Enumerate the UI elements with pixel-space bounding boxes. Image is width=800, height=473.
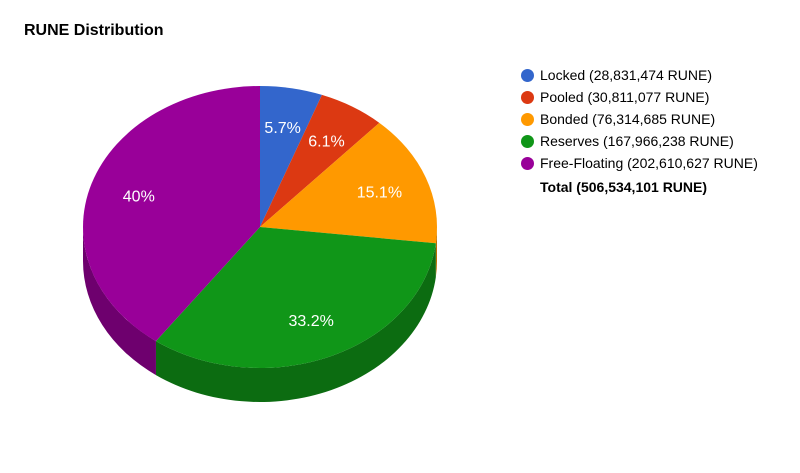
pie-side-reserves xyxy=(155,243,436,402)
legend-label: Locked (28,831,474 RUNE) xyxy=(540,67,712,83)
pie-label-bonded: 15.1% xyxy=(357,184,402,201)
legend-swatch xyxy=(521,156,534,170)
legend-swatch xyxy=(521,134,534,148)
legend-label: Reserves (167,966,238 RUNE) xyxy=(540,133,734,149)
pie-label-reserves: 33.2% xyxy=(289,313,334,330)
legend-label: Bonded (76,314,685 RUNE) xyxy=(540,111,716,127)
pie-side-free-floating xyxy=(83,227,156,376)
legend-item-locked[interactable]: Locked (28,831,474 RUNE) xyxy=(521,64,758,86)
pie-tops xyxy=(83,86,437,368)
legend-item-reserves[interactable]: Reserves (167,966,238 RUNE) xyxy=(521,130,758,152)
pie-labels: 5.7% 6.1% 15.1% 33.2% 40% xyxy=(123,120,402,330)
pie-slice-locked[interactable] xyxy=(260,86,322,227)
legend-swatch xyxy=(521,112,534,126)
legend-item-bonded[interactable]: Bonded (76,314,685 RUNE) xyxy=(521,108,758,130)
legend-label: Free-Floating (202,610,627 RUNE) xyxy=(540,155,758,171)
pie-side-bonded xyxy=(435,227,437,278)
legend-swatch xyxy=(521,90,534,104)
pie-label-pooled: 6.1% xyxy=(308,133,344,150)
pie-slice-bonded[interactable] xyxy=(260,122,437,244)
chart-title: RUNE Distribution xyxy=(24,22,164,39)
pie-slice-pooled[interactable] xyxy=(260,94,380,228)
pie-label-free-floating: 40% xyxy=(123,189,155,206)
legend-total: Total (506,534,101 RUNE) xyxy=(540,179,708,195)
legend-item-pooled[interactable]: Pooled (30,811,077 RUNE) xyxy=(521,86,758,108)
legend-item-free-floating[interactable]: Free-Floating (202,610,627 RUNE) xyxy=(521,152,758,174)
pie-sides xyxy=(83,227,437,402)
pie-label-locked: 5.7% xyxy=(264,120,300,137)
pie-slice-reserves[interactable] xyxy=(155,227,436,368)
legend: Locked (28,831,474 RUNE) Pooled (30,811,… xyxy=(521,64,758,198)
legend-swatch xyxy=(521,68,534,82)
legend-label: Pooled (30,811,077 RUNE) xyxy=(540,89,710,105)
pie-slice-free-floating[interactable] xyxy=(83,86,260,342)
